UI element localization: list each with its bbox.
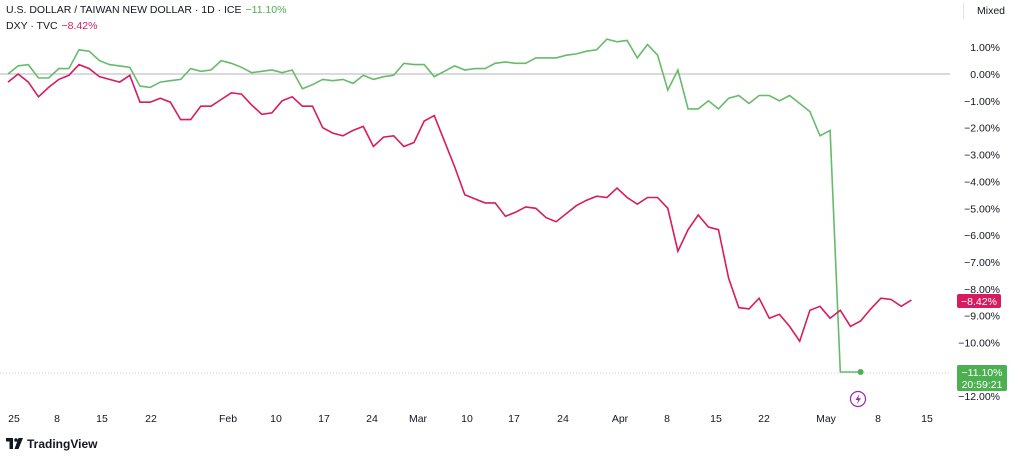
y-tick-label: −4.00%	[964, 176, 1000, 188]
x-tick-label: 10	[461, 413, 473, 425]
y-tick-label: −3.00%	[964, 150, 1000, 162]
x-axis[interactable]: 25 8 15 22 Feb 10 17 24 Mar 10 17 24 Apr 8 15 22 May 8 15	[8, 413, 933, 425]
price-badge-dxy: −8.42%	[957, 294, 1001, 308]
logo-text: TradingView	[27, 437, 98, 451]
x-tick-label: 10	[270, 413, 282, 425]
tradingview-icon	[6, 438, 23, 449]
series-line-usdtwd[interactable]	[7, 38, 861, 373]
y-tick-label: −10.00%	[958, 338, 1000, 350]
x-tick-label: 24	[557, 413, 569, 425]
legend-change-usdtwd: −11.10%	[245, 4, 287, 16]
price-badge-usdtwd: −11.10% 20:59:21	[957, 365, 1007, 391]
y-tick-label: −9.00%	[964, 311, 1000, 323]
tradingview-logo[interactable]: TradingView	[6, 437, 97, 451]
x-tick-label: 8	[54, 413, 60, 425]
legend-usdtwd[interactable]: U.S. DOLLAR / TAIWAN NEW DOLLAR · 1D · I…	[6, 4, 286, 16]
y-tick-label: 0.00%	[970, 69, 1000, 81]
lightning-icon[interactable]	[849, 390, 867, 408]
x-tick-label: 15	[96, 413, 108, 425]
x-tick-label: May	[816, 413, 837, 425]
x-tick-label: 17	[508, 413, 520, 425]
y-tick-label: −6.00%	[964, 230, 1000, 242]
scale-mode-button[interactable]: Mixed	[963, 3, 1018, 19]
y-tick-label: −2.00%	[964, 123, 1000, 135]
legend-symbol-usdtwd: U.S. DOLLAR / TAIWAN NEW DOLLAR · 1D · I…	[6, 4, 242, 16]
y-tick-label: −5.00%	[964, 203, 1000, 215]
x-tick-label: 8	[664, 413, 670, 425]
x-tick-label: 22	[145, 413, 157, 425]
x-tick-label: 22	[758, 413, 770, 425]
y-tick-label: −8.00%	[964, 284, 1000, 296]
countdown-timer: 20:59:21	[962, 379, 1003, 391]
y-tick-label: −1.00%	[964, 96, 1000, 108]
x-tick-label: 24	[366, 413, 378, 425]
legend-dxy[interactable]: DXY · TVC −8.42%	[6, 20, 97, 32]
y-tick-label: 1.00%	[970, 42, 1000, 54]
x-tick-label: Mar	[409, 413, 428, 425]
legend-symbol-dxy: DXY · TVC	[6, 20, 58, 32]
x-tick-label: Feb	[219, 413, 237, 425]
x-tick-label: 17	[318, 413, 330, 425]
x-tick-label: 25	[8, 413, 20, 425]
y-axis[interactable]: 1.00% 0.00% −1.00% −2.00% −3.00% −4.00% −5.00%…	[958, 42, 1000, 403]
legend-change-dxy: −8.42%	[61, 20, 98, 32]
x-tick-label: Apr	[612, 413, 629, 425]
y-tick-label: −12.00%	[958, 391, 1000, 403]
last-point-marker	[857, 369, 864, 376]
x-tick-label: 8	[875, 413, 881, 425]
usdtwd-last-value: −11.10%	[962, 367, 1003, 379]
dxy-last-value: −8.42%	[961, 296, 997, 308]
y-tick-label: −7.00%	[964, 257, 1000, 269]
x-tick-label: 15	[921, 413, 933, 425]
series-line-dxy[interactable]	[7, 63, 912, 343]
x-tick-label: 15	[710, 413, 722, 425]
